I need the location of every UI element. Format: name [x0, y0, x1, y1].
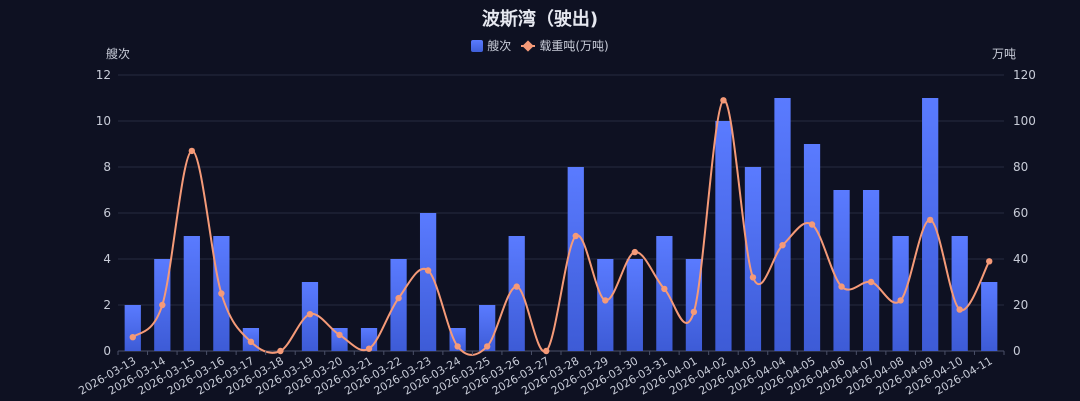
y-left-tick-label: 12 [96, 68, 111, 82]
tonnage-point [306, 311, 314, 318]
legend-label-ships: 艘次 [487, 39, 512, 53]
tonnage-point [572, 232, 579, 240]
y-left-tick-label: 8 [103, 160, 111, 174]
tonnage-point [808, 221, 816, 228]
bar [597, 259, 614, 351]
legend-bar-swatch [471, 39, 484, 52]
bar [685, 259, 703, 351]
tonnage-point [956, 306, 963, 313]
tonnage-point [454, 343, 461, 350]
y-right-tick-label: 60 [1013, 206, 1028, 220]
y-right-tick-label: 80 [1013, 160, 1028, 174]
tonnage-point [986, 258, 993, 265]
bar [331, 328, 348, 351]
bar [833, 190, 850, 351]
y-right-tick-label: 40 [1013, 252, 1028, 266]
tonnage-point [749, 274, 757, 281]
tonnage-line [132, 99, 991, 356]
tonnage-point [365, 345, 373, 352]
y-left-tick-label: 4 [103, 252, 111, 266]
tonnage-point [838, 283, 845, 290]
tonnage-point [513, 283, 520, 290]
tonnage-point [897, 297, 904, 304]
y-left-tick-label: 2 [103, 298, 111, 312]
tonnage-point [690, 308, 698, 316]
legend: 艘次 载重吨(万吨) [0, 37, 1080, 54]
tonnage-point [159, 301, 166, 309]
bar [567, 167, 584, 351]
tonnage-point [602, 297, 609, 304]
tonnage-point [247, 338, 255, 345]
y-left-tick-label: 10 [96, 114, 111, 128]
bar [922, 98, 939, 351]
tonnage-point [926, 216, 934, 224]
bar [419, 213, 437, 351]
y-right-tick-label: 100 [1013, 114, 1036, 128]
bar [124, 305, 141, 351]
bar [951, 236, 968, 351]
tonnage-point [218, 290, 225, 297]
tonnage-point [424, 267, 432, 274]
tonnage-point [720, 97, 727, 104]
bar [774, 98, 791, 351]
legend-line-swatch [521, 40, 536, 52]
tonnage-point [277, 347, 284, 355]
legend-label-tonnage: 载重吨(万吨) [539, 39, 609, 53]
bar [803, 144, 821, 351]
bar [656, 236, 673, 351]
right-axis-name: 万吨 [992, 47, 1017, 61]
tonnage-point [661, 285, 668, 293]
bar [744, 167, 762, 351]
tonnage-point [867, 278, 875, 286]
bar [183, 236, 200, 351]
tonnage-point [188, 147, 196, 155]
tonnage-point [543, 347, 550, 355]
bar [508, 236, 525, 351]
tonnage-point [779, 242, 786, 249]
y-left-tick-label: 6 [103, 206, 111, 220]
bar [449, 328, 466, 351]
tonnage-point [395, 294, 402, 302]
bar [892, 236, 909, 351]
legend-item-tonnage[interactable]: 载重吨(万吨) [521, 37, 609, 54]
bar [390, 259, 407, 351]
tonnage-point [631, 248, 639, 256]
tonnage-point [129, 334, 136, 341]
y-right-tick-label: 0 [1013, 344, 1021, 358]
y-left-tick-label: 0 [103, 344, 111, 358]
tonnage-point [483, 343, 491, 350]
legend-item-ships[interactable]: 艘次 [471, 37, 511, 54]
bar [626, 259, 643, 351]
left-axis-name: 艘次 [106, 47, 131, 61]
bar [981, 282, 998, 351]
y-right-tick-label: 120 [1013, 68, 1036, 82]
y-right-tick-label: 20 [1013, 298, 1028, 312]
chart-title: 波斯湾（驶出) [481, 9, 599, 30]
tonnage-point [336, 331, 343, 339]
bar [862, 190, 880, 351]
bar [715, 121, 732, 351]
